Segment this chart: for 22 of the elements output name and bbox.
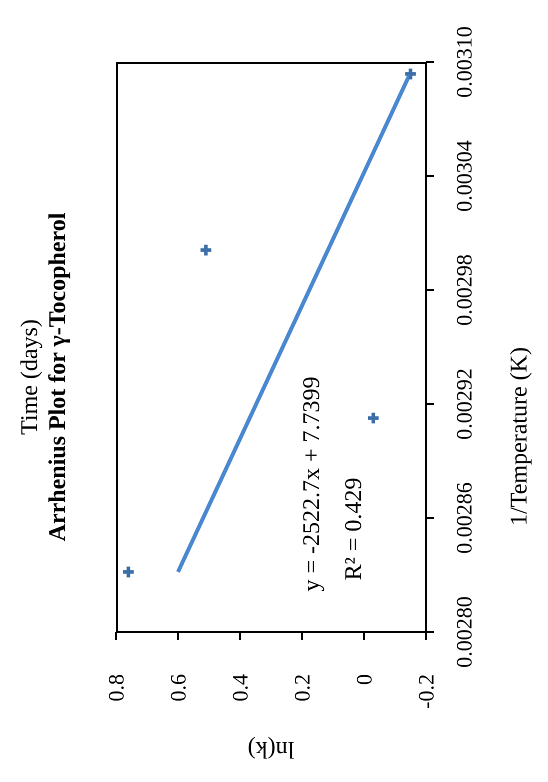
point xyxy=(368,412,379,424)
x-tick-label: 0.8 xyxy=(104,674,128,702)
y-tick-label: 0.00280 xyxy=(452,596,476,668)
x-tick-label: 0 xyxy=(352,674,376,685)
text: Arrhenius Plot for γ-Tocopherol xyxy=(45,212,71,542)
annotation: R² = 0.429 xyxy=(341,478,367,580)
x-tick-label: 0.6 xyxy=(166,674,190,702)
y-tick-label: 0.00286 xyxy=(452,482,476,554)
x-tick-label: 0.2 xyxy=(290,674,314,702)
y-tick-label: 0.00292 xyxy=(452,368,476,440)
point xyxy=(405,68,416,80)
x-axis-title: ln(k) xyxy=(248,736,294,762)
annotation: y = -2522.7x + 7.7399 xyxy=(299,376,325,592)
text: Time (days) xyxy=(17,319,43,435)
point xyxy=(123,566,134,578)
y-tick-label: 0.00298 xyxy=(452,254,476,326)
x-tick-label: 0.4 xyxy=(228,674,252,702)
x-tick-label: -0.2 xyxy=(414,674,438,709)
y-tick-label: 0.00310 xyxy=(452,26,476,98)
point xyxy=(200,244,212,256)
y-tick-label: 0.00304 xyxy=(452,140,476,212)
y-axis-title: 1/Temperature (K) xyxy=(506,347,533,526)
